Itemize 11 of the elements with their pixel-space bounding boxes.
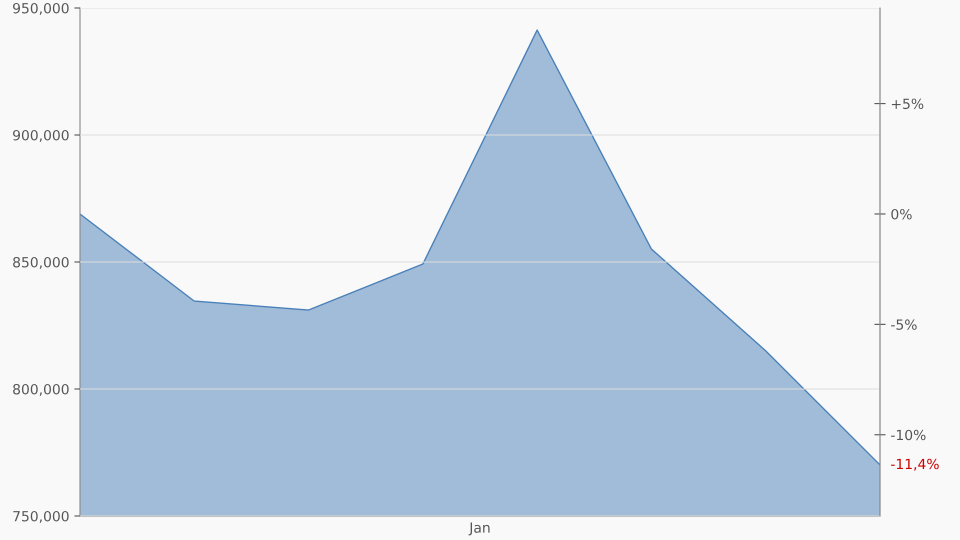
- y-tick-label: 800,000: [13, 384, 69, 396]
- y-tick-label: 900,000: [13, 130, 69, 142]
- y2-tick-label: -10%: [891, 430, 926, 440]
- y-tick-label: 850,000: [13, 256, 69, 269]
- text: Jan: [468, 522, 490, 536]
- y2-tick-label: 0%: [891, 208, 912, 220]
- y2-tick-label: -5%: [891, 319, 917, 330]
- y-tick-label: 750,000: [13, 510, 69, 523]
- y2-tick-label: +5%: [892, 98, 924, 110]
- text: -11,4%: [891, 458, 939, 471]
- y-tick-label: 950,000: [13, 2, 69, 15]
